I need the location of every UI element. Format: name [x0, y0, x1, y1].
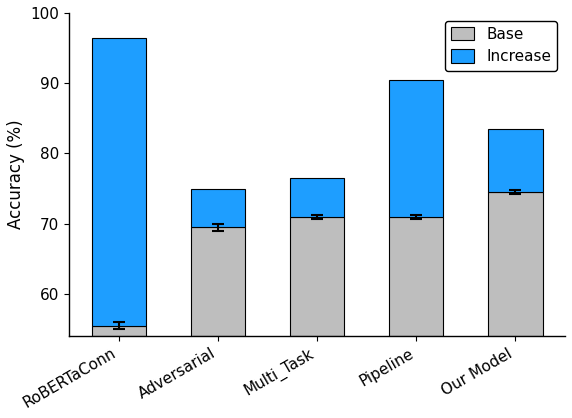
Bar: [389, 80, 443, 217]
Bar: [488, 192, 542, 336]
Bar: [290, 217, 344, 336]
Bar: [389, 217, 443, 336]
Bar: [92, 38, 146, 326]
Bar: [290, 178, 344, 217]
Bar: [190, 189, 245, 227]
Y-axis label: Accuracy (%): Accuracy (%): [7, 120, 25, 229]
Bar: [488, 129, 542, 192]
Legend: Base, Increase: Base, Increase: [445, 20, 558, 71]
Bar: [190, 227, 245, 336]
Bar: [92, 326, 146, 336]
